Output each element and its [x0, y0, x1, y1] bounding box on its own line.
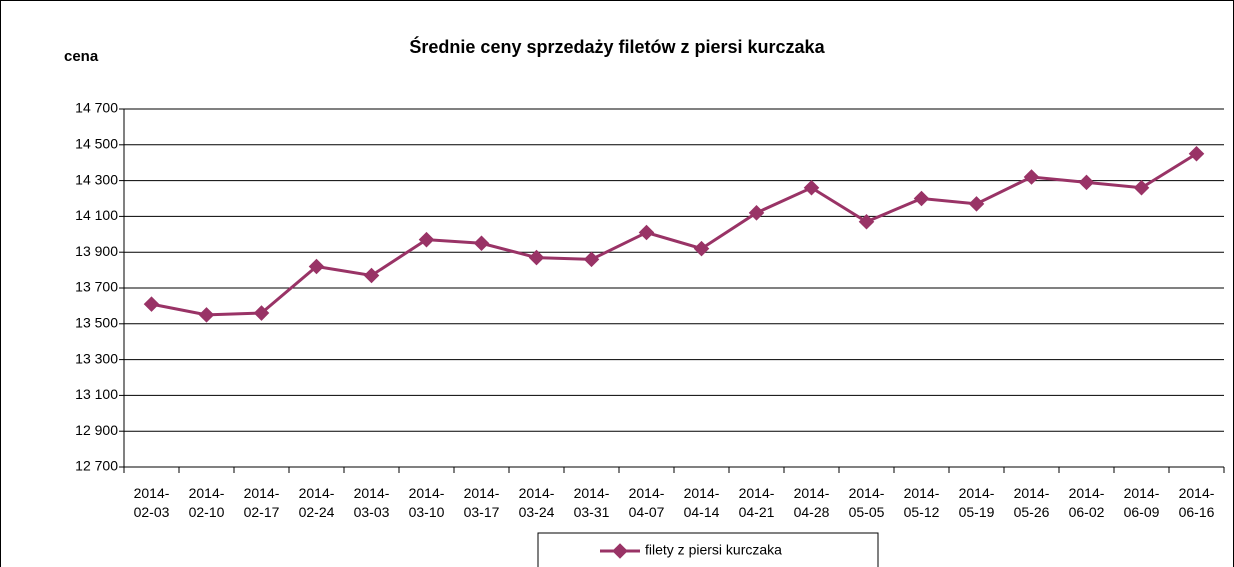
x-tick-label: 2014-06-16	[1178, 485, 1215, 520]
y-tick-label: 12 900	[75, 422, 118, 438]
x-tick-label: 2014-03-10	[408, 485, 445, 520]
x-tick-label: 2014-03-24	[518, 485, 555, 520]
x-tick-label: 2014-03-17	[463, 485, 500, 520]
y-tick-label: 14 500	[75, 136, 118, 152]
x-tick-label: 2014-02-03	[133, 485, 170, 520]
point	[1078, 174, 1095, 191]
point	[1188, 145, 1205, 162]
point	[968, 196, 985, 212]
point	[1023, 169, 1040, 185]
point	[638, 224, 655, 241]
point	[693, 240, 710, 257]
y-tick-label: 13 900	[75, 243, 118, 259]
point	[198, 307, 215, 323]
legend-label: filety z piersi kurczaka	[645, 542, 782, 558]
y-axis-label: cena	[64, 48, 99, 65]
x-tick-label: 2014-05-19	[958, 485, 995, 520]
y-tick-label: 13 100	[75, 386, 118, 402]
x-tick-label: 2014-05-12	[903, 485, 940, 520]
x-tick-label: 2014-02-24	[298, 485, 335, 520]
x-tick-label: 2014-03-03	[353, 485, 390, 520]
point	[858, 213, 875, 230]
x-tick-label: 2014-03-31	[573, 485, 610, 520]
line	[151, 152, 1198, 317]
x-tick-label: 2014-05-05	[848, 485, 885, 520]
x-tick-label: 2014-04-07	[628, 485, 665, 520]
y-tick-label: 14 300	[75, 171, 118, 187]
y-tick-label: 14 700	[75, 100, 118, 116]
x-tick-label: 2014-06-09	[1123, 485, 1160, 520]
chart-title: Średnie ceny sprzedaży filetów z piersi …	[409, 36, 825, 57]
point	[913, 190, 930, 207]
point	[1133, 179, 1150, 196]
point	[583, 251, 600, 268]
point	[143, 296, 160, 312]
y-tick-label: 13 500	[75, 315, 118, 331]
point	[363, 267, 380, 284]
x-tick-label: 2014-06-02	[1068, 485, 1105, 520]
y-tick-label: 14 100	[75, 207, 118, 223]
point	[748, 205, 765, 221]
x-tick-label: 2014-04-14	[683, 485, 720, 520]
x-tick-label: 2014-02-10	[188, 485, 225, 520]
legend-box	[537, 532, 879, 567]
x-tick-label: 2014-04-28	[793, 485, 830, 520]
point	[473, 235, 490, 252]
legend-marker	[612, 543, 628, 559]
point	[418, 231, 435, 248]
x-tick-label: 2014-02-17	[243, 485, 280, 520]
x-tick-label: 2014-04-21	[738, 485, 775, 520]
x-tick-label: 2014-05-26	[1013, 485, 1050, 520]
y-tick-label: 13 300	[75, 350, 118, 366]
y-tick-label: 13 700	[75, 279, 118, 295]
point	[803, 179, 820, 196]
y-tick-label: 12 700	[75, 458, 118, 474]
